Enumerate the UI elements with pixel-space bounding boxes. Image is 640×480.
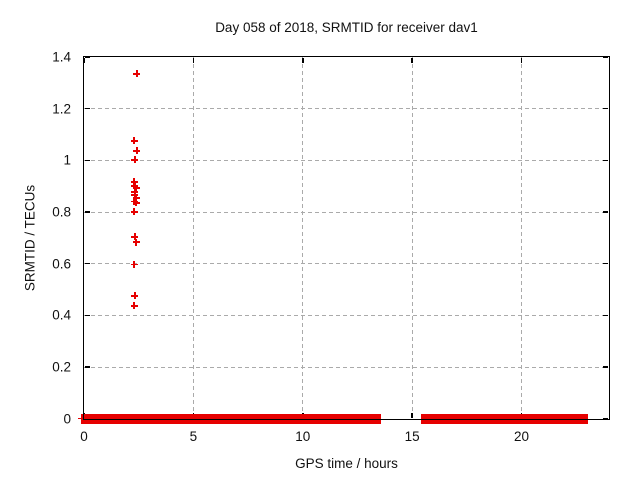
x-tick-mark-top — [411, 57, 413, 63]
y-tick-mark-right — [603, 107, 609, 110]
y-tick-mark — [84, 107, 90, 110]
y-tick-label: 0.2 — [52, 359, 71, 375]
x-tick-mark — [411, 412, 413, 418]
baseline-segment — [572, 413, 589, 424]
x-tick-label: 15 — [404, 429, 420, 445]
data-point-marker — [131, 182, 139, 190]
x-tick-label: 0 — [80, 429, 88, 445]
y-tick-label: 1 — [63, 152, 71, 168]
data-point-marker — [130, 198, 138, 206]
grid-line-horizontal — [84, 211, 609, 213]
grid-line-horizontal — [84, 263, 609, 265]
data-point-marker — [131, 191, 139, 199]
y-tick-mark — [84, 314, 90, 317]
data-point-marker — [131, 233, 139, 241]
x-tick-label: 20 — [513, 429, 530, 445]
x-tick-mark-top — [192, 57, 195, 63]
x-tick-label: 5 — [189, 429, 198, 445]
data-point-marker — [132, 238, 140, 246]
y-tick-label: 1.4 — [52, 49, 71, 65]
grid-line-horizontal — [84, 314, 609, 316]
grid-line-horizontal — [84, 108, 609, 110]
grid-line-vertical — [521, 57, 522, 419]
y-tick-mark — [84, 211, 90, 213]
x-tick-label: 10 — [295, 429, 311, 445]
x-tick-mark-top — [301, 57, 304, 63]
y-tick-label: 0 — [63, 411, 71, 427]
data-point-marker — [130, 302, 138, 310]
y-tick-mark-right — [603, 159, 609, 162]
data-point-marker — [131, 292, 139, 300]
y-tick-mark — [84, 159, 90, 162]
y-tick-label: 1.2 — [52, 101, 71, 117]
plot-border — [83, 56, 610, 421]
y-axis-label: SRMTID / TECUs — [22, 184, 38, 292]
data-point-marker — [132, 199, 140, 207]
grid-line-horizontal — [84, 366, 609, 368]
data-point-marker — [133, 147, 141, 155]
y-tick-mark-right — [603, 366, 609, 368]
grid-line-vertical — [302, 57, 304, 419]
grid-line-vertical — [192, 57, 194, 419]
grid-line-horizontal — [84, 159, 609, 161]
y-tick-label: 0.8 — [52, 204, 71, 220]
data-point-marker — [130, 260, 138, 268]
data-point-marker — [130, 208, 138, 216]
y-tick-mark — [84, 262, 90, 265]
baseline-segment — [81, 413, 137, 424]
y-tick-mark-right — [603, 314, 609, 317]
data-point-marker — [130, 137, 138, 145]
data-point-marker — [133, 70, 141, 78]
baseline-segment — [421, 413, 572, 424]
chart-title: Day 058 of 2018, SRMTID for receiver dav… — [215, 20, 478, 35]
data-point-marker — [130, 178, 138, 186]
y-tick-mark-right — [603, 211, 609, 213]
y-tick-mark — [84, 366, 90, 368]
x-tick-mark-top — [520, 57, 523, 63]
y-tick-mark-right — [603, 417, 609, 420]
baseline-segment — [134, 413, 381, 424]
x-axis-label: GPS time / hours — [295, 456, 398, 471]
data-point-marker — [131, 156, 139, 164]
data-point-marker — [132, 184, 140, 192]
y-tick-label: 0.6 — [52, 256, 71, 272]
y-tick-mark-right — [603, 262, 609, 265]
data-point-marker — [132, 194, 140, 202]
baseline-left-arm — [78, 417, 84, 420]
grid-line-vertical — [411, 57, 413, 419]
y-tick-label: 0.4 — [52, 307, 71, 323]
